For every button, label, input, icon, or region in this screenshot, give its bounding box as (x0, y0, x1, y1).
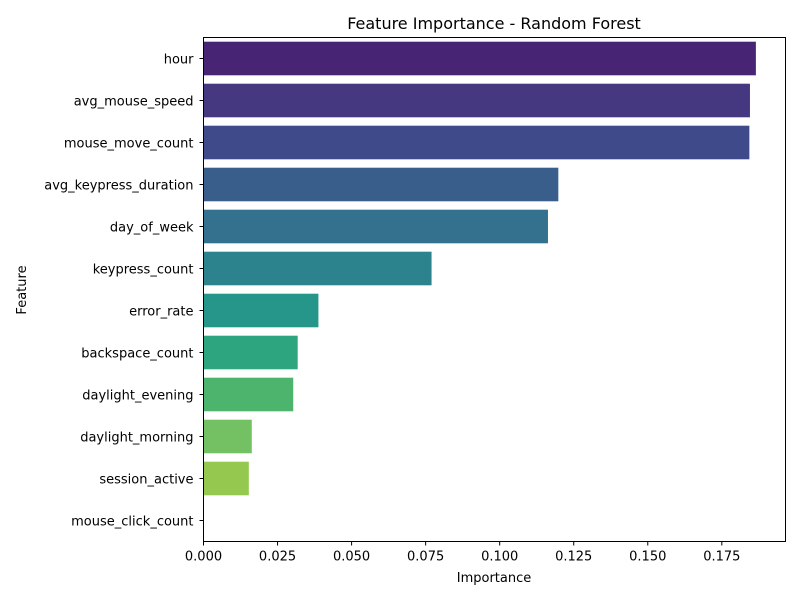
plot-frame (203, 37, 786, 542)
y-tick-label: avg_keypress_duration (44, 179, 193, 194)
bar-day-of-week (203, 209, 548, 244)
y-axis-label: Feature (15, 265, 30, 314)
bar-session-active (203, 461, 249, 496)
x-tick-label: 0.050 (333, 550, 370, 565)
y-tick-label: day_of_week (110, 221, 194, 236)
bar-backspace-count (203, 335, 298, 370)
bar-error-rate (203, 293, 319, 328)
bar-keypress-count (203, 251, 432, 286)
bars-group (203, 41, 756, 496)
x-tick-label: 0.175 (703, 550, 740, 565)
chart-title: Feature Importance - Random Forest (347, 14, 641, 33)
x-tick-label: 0.125 (555, 550, 592, 565)
y-tick-label: session_active (99, 473, 193, 488)
x-tick-label: 0.000 (185, 550, 222, 565)
y-tick-label: daylight_evening (82, 389, 193, 404)
x-tick-label: 0.100 (481, 550, 518, 565)
y-tick-label: hour (164, 53, 194, 68)
y-tick-label: error_rate (129, 305, 193, 320)
y-tick-label: mouse_move_count (64, 137, 194, 152)
y-tick-label: daylight_morning (80, 431, 193, 446)
x-tick-label: 0.075 (407, 550, 444, 565)
y-tick-label: backspace_count (81, 347, 193, 362)
y-axis-ticks: hour avg_mouse_speed mouse_move_count avg_k… (44, 53, 204, 530)
y-tick-label: keypress_count (93, 263, 194, 278)
bar-daylight-evening (203, 377, 294, 412)
bar-hour (203, 41, 756, 76)
bar-mouse-move-count (203, 125, 750, 160)
x-axis-label: Importance (457, 571, 532, 586)
x-tick-label: 0.025 (259, 550, 296, 565)
bar-avg-mouse-speed (203, 83, 750, 118)
bar-avg-keypress-duration (203, 167, 559, 202)
bar-daylight-morning (203, 419, 252, 454)
x-tick-label: 0.150 (629, 550, 666, 565)
y-tick-label: mouse_click_count (71, 515, 193, 530)
y-tick-label: avg_mouse_speed (74, 95, 194, 110)
x-axis-ticks: 0.000 0.025 0.050 0.075 0.100 0.125 0.150 0.175 (185, 541, 740, 565)
